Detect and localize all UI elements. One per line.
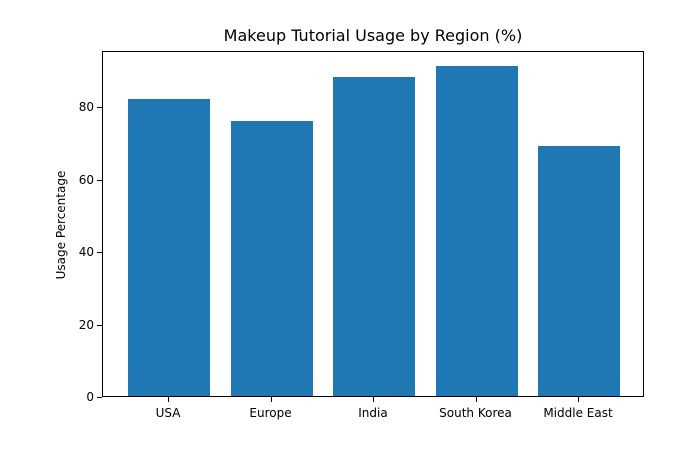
x-tick-label: South Korea [439,406,512,420]
y-tick [97,107,102,108]
y-axis-label: Usage Percentage [54,170,68,280]
x-tick [271,397,272,402]
x-tick [578,397,579,402]
y-tick-label: 0 [86,390,94,404]
bar-south-korea [435,66,518,396]
y-tick [97,252,102,253]
y-tick-label: 20 [78,317,94,332]
bar-middle-east [538,145,620,396]
y-tick-label: 60 [78,172,94,187]
bar-europe [230,120,313,396]
x-tick [168,397,169,402]
y-tick [97,180,102,181]
plot-area [102,51,644,397]
x-tick-label: Europe [249,406,292,420]
y-tick [97,397,102,398]
y-tick-label: 40 [78,245,94,259]
bar-india [333,77,415,396]
x-tick-label: USA [155,406,181,420]
chart-title: Makeup Tutorial Usage by Region (%) [223,26,523,45]
x-tick [476,397,477,402]
y-tick-label: 80 [78,100,94,114]
bar-usa [128,98,210,396]
x-tick [373,397,374,402]
x-tick-label: Middle East [543,406,613,420]
x-tick-label: India [358,406,388,420]
y-tick [97,325,102,326]
